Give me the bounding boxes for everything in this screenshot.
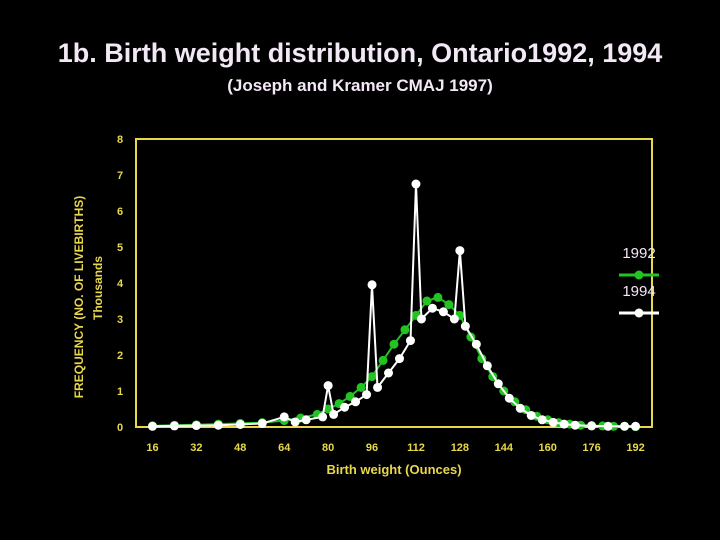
data-point-1992 [345,391,355,401]
y-axis-label: FREQUENCY (NO. OF LIVEBIRTHS) [72,196,86,398]
x-tick-label: 16 [146,442,158,454]
data-point-1994 [351,397,361,407]
data-point-1992 [389,339,399,349]
data-point-1992 [378,355,388,365]
x-tick-label: 160 [539,442,557,454]
data-point-1994 [620,421,630,431]
data-point-1994 [526,410,536,420]
series-1994 [147,179,641,431]
data-point-1994 [587,421,597,431]
data-point-1994 [290,417,300,427]
y-tick-label: 0 [117,422,123,434]
page-title: 1b. Birth weight distribution, Ontario19… [57,38,663,68]
x-tick-label: 96 [366,442,378,454]
data-point-1994 [493,379,503,389]
series-line-1992 [152,296,636,428]
y-tick-label: 1 [117,386,123,398]
data-point-1994 [537,415,547,425]
data-point-1994 [394,354,404,364]
plot-frame [135,138,653,428]
series-line-1994 [152,183,636,428]
data-point-1994 [427,303,437,313]
x-tick-label: 144 [495,442,514,454]
y-tick-label: 5 [117,242,123,254]
series-1992 [147,292,641,432]
data-point-1994 [301,415,311,425]
data-point-1992 [367,372,377,382]
y-tick-label: 2 [117,350,123,362]
data-point-1994 [279,412,289,422]
y-axis-units-label: Thousands [91,256,105,320]
data-point-1994 [213,420,223,430]
data-point-1992 [444,300,454,310]
data-point-1994 [257,418,267,428]
data-point-1992 [356,382,366,392]
data-point-1994 [373,382,383,392]
y-tick-label: 7 [117,170,123,182]
data-point-1994 [235,419,245,429]
x-tick-label: 112 [407,442,425,454]
y-tick-label: 8 [117,134,123,146]
data-point-1994 [405,336,415,346]
data-point-1994 [367,280,377,290]
data-point-1994 [603,421,613,431]
data-point-1994 [515,403,525,413]
data-point-1994 [455,246,465,256]
y-tick-label: 6 [117,206,123,218]
data-point-1992 [400,325,410,335]
data-point-1992 [433,292,443,302]
legend-label-1994: 1994 [622,283,655,300]
data-point-1994 [482,361,492,371]
x-tick-label: 48 [234,442,246,454]
data-point-1994 [318,412,328,422]
data-point-1994 [411,179,421,189]
data-point-1994 [384,368,394,378]
data-point-1994 [340,402,350,412]
x-tick-label: 32 [190,442,202,454]
page-subtitle: (Joseph and Kramer CMAJ 1997) [227,76,493,95]
data-point-1994 [362,390,372,400]
data-point-1994 [471,339,481,349]
y-tick-label: 4 [117,278,124,290]
data-point-1994 [548,417,558,427]
data-point-1994 [329,409,339,419]
legend-swatch-marker-1992 [634,270,644,280]
x-tick-label: 80 [322,442,334,454]
data-point-1994 [631,421,641,431]
x-tick-label: 64 [278,442,291,454]
data-point-1992 [422,296,432,306]
x-tick-label: 192 [626,442,644,454]
data-point-1994 [438,307,448,317]
data-point-1994 [169,421,179,431]
data-point-1994 [449,314,459,324]
data-point-1994 [460,321,470,331]
y-tick-label: 3 [117,314,123,326]
legend-swatch-marker-1994 [634,308,644,318]
data-point-1994 [504,393,514,403]
data-point-1994 [416,314,426,324]
x-tick-label: 176 [582,442,600,454]
data-point-1994 [191,421,201,431]
data-point-1994 [570,420,580,430]
legend-label-1992: 1992 [622,245,655,262]
x-axis-label: Birth weight (Ounces) [326,462,461,477]
data-point-1994 [147,421,157,431]
data-point-1994 [323,381,333,391]
data-point-1992 [323,404,333,414]
data-point-1994 [559,419,569,429]
x-tick-label: 128 [451,442,469,454]
